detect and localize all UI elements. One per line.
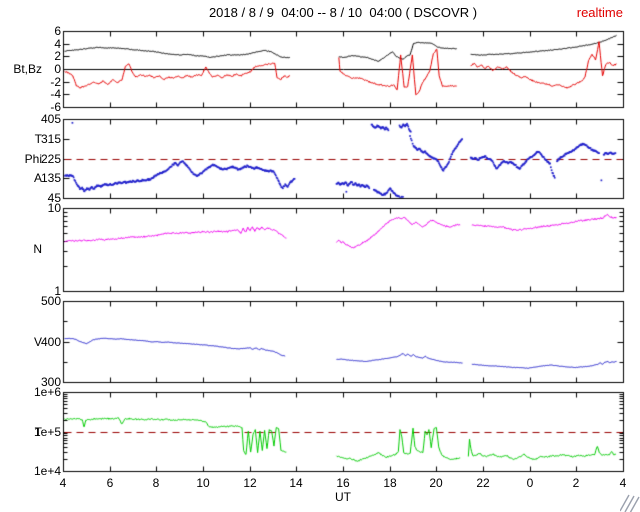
realtime-badge: realtime bbox=[576, 5, 623, 20]
x-tick-label: 2 bbox=[572, 476, 580, 490]
y-axis-label: T bbox=[34, 425, 42, 439]
y-tick-label: 135 bbox=[40, 171, 61, 185]
y-axis-label: V bbox=[33, 335, 42, 349]
resize-grip-icon bbox=[619, 492, 640, 512]
y-tick-label: -4 bbox=[50, 87, 61, 101]
y-tick-label: 1e+4 bbox=[33, 464, 61, 478]
x-tick-label: 22 bbox=[476, 476, 490, 490]
y-tick-label: 405 bbox=[40, 112, 61, 126]
x-tick-label: 6 bbox=[106, 476, 114, 490]
y-axis-label: Bt,Bz bbox=[13, 62, 42, 76]
plot-title: 2018 / 8 / 9 04:00 -- 8 / 10 04:00 ( DSC… bbox=[208, 5, 478, 20]
x-axis-title: UT bbox=[335, 490, 351, 504]
x-tick-label: 12 bbox=[243, 476, 257, 490]
y-tick-label: 0 bbox=[54, 62, 61, 76]
x-tick-label: 8 bbox=[152, 476, 160, 490]
x-tick-label: 16 bbox=[336, 476, 350, 490]
y-axis-label: A bbox=[33, 171, 42, 185]
y-tick-label: 500 bbox=[40, 294, 61, 308]
y-tick-label: 2 bbox=[54, 49, 61, 63]
y-tick-label: 315 bbox=[40, 132, 61, 146]
y-tick-label: -2 bbox=[50, 75, 61, 89]
x-tick-label: 10 bbox=[196, 476, 210, 490]
y-tick-label: 300 bbox=[40, 375, 61, 389]
y-axis-label: Phi bbox=[24, 152, 42, 166]
x-tick-label: 14 bbox=[289, 476, 303, 490]
y-axis-label: T bbox=[34, 132, 42, 146]
x-tick-label: 18 bbox=[383, 476, 397, 490]
y-tick-label: 4 bbox=[54, 37, 61, 51]
y-tick-label: 10 bbox=[47, 201, 61, 215]
y-tick-label: 1e+5 bbox=[33, 425, 61, 439]
y-axis-label: N bbox=[33, 242, 42, 256]
y-tick-label: 45 bbox=[47, 191, 61, 205]
y-tick-label: 225 bbox=[40, 152, 61, 166]
x-tick-label: 0 bbox=[526, 476, 534, 490]
y-tick-label: 6 bbox=[54, 24, 61, 38]
y-tick-label: 400 bbox=[40, 335, 61, 349]
y-tick-label: -6 bbox=[50, 100, 61, 114]
y-tick-label: 1 bbox=[54, 284, 61, 298]
y-tick-label: 1e+6 bbox=[33, 385, 61, 399]
x-tick-label: 4 bbox=[59, 476, 67, 490]
x-tick-label: 4 bbox=[619, 476, 627, 490]
x-tick-label: 20 bbox=[429, 476, 443, 490]
